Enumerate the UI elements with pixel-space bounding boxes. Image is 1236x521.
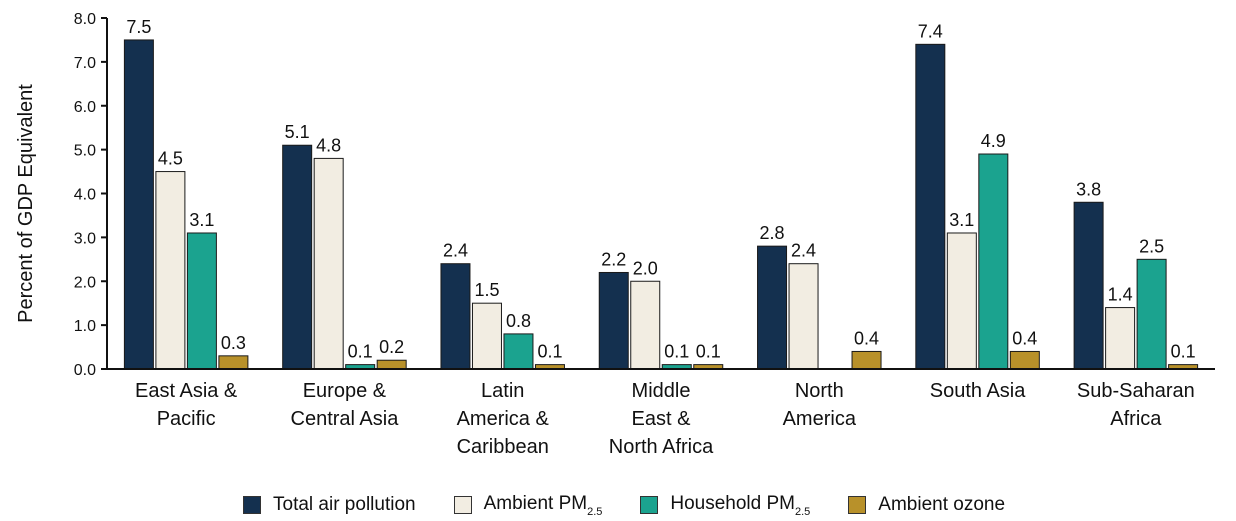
y-tick-label: 0.0 <box>74 362 96 379</box>
x-tick-label: Caribbean <box>457 436 549 458</box>
x-tick-label: Africa <box>1110 408 1162 430</box>
bar <box>218 355 249 370</box>
data-label: 4.8 <box>316 135 341 155</box>
y-axis-label: Percent of GDP Equivalent <box>15 84 37 323</box>
bar <box>282 144 313 370</box>
bar <box>757 245 788 370</box>
data-label: 2.2 <box>601 249 626 269</box>
bar <box>503 333 534 370</box>
y-tick-label: 1.0 <box>74 318 96 335</box>
x-tick-label: North Africa <box>609 436 714 458</box>
bar <box>630 280 661 370</box>
data-label: 0.1 <box>664 342 689 362</box>
data-label: 0.4 <box>854 328 879 348</box>
legend-swatch <box>848 496 867 514</box>
legend-item: Ambient ozone <box>848 494 1005 516</box>
y-tick-label: 3.0 <box>74 230 96 247</box>
x-tick-label: America <box>783 408 857 430</box>
legend-item: Household PM2.5 <box>640 493 810 518</box>
legend-item: Ambient PM2.5 <box>453 492 603 518</box>
x-tick-label: Latin <box>481 380 524 402</box>
legend-swatch <box>243 496 261 514</box>
data-label: 4.9 <box>981 131 1006 151</box>
y-tick-label: 6.0 <box>74 99 96 116</box>
y-tick-label: 7.0 <box>74 55 96 72</box>
bar <box>313 157 344 370</box>
data-label: 2.5 <box>1139 236 1164 256</box>
data-label: 7.5 <box>126 17 151 37</box>
legend-label: Total air pollution <box>273 494 416 515</box>
data-label: 2.4 <box>443 241 468 261</box>
x-tick-label: East & <box>632 408 692 430</box>
bar <box>978 153 1009 370</box>
data-label: 0.1 <box>537 342 562 362</box>
legend-item: Total air pollution <box>243 494 416 516</box>
data-label: 3.1 <box>949 210 974 230</box>
bar <box>946 232 977 370</box>
chart-legend: Total air pollution Ambient PM2.5 Househol… <box>243 492 1043 518</box>
data-label: 1.5 <box>474 280 499 300</box>
legend-swatch <box>453 496 472 514</box>
bar <box>915 43 946 370</box>
data-label: 5.1 <box>285 122 310 142</box>
data-label: 7.4 <box>918 21 943 41</box>
bar <box>1105 307 1136 370</box>
bar <box>598 271 629 370</box>
data-label: 3.8 <box>1076 179 1101 199</box>
y-tick-label: 4.0 <box>74 187 96 204</box>
x-tick-label: Middle <box>632 380 691 402</box>
x-tick-label: America & <box>457 408 550 430</box>
x-tick-label: Europe & <box>303 380 387 402</box>
data-label: 2.4 <box>791 241 816 261</box>
data-label: 0.4 <box>1012 328 1037 348</box>
bar <box>851 350 882 370</box>
x-tick-label: Sub-Saharan <box>1077 380 1195 402</box>
bar <box>123 39 154 370</box>
legend-label: Household PM2.5 <box>670 492 811 518</box>
bar <box>440 263 471 370</box>
y-tick-label: 8.0 <box>74 11 96 28</box>
data-label: 2.8 <box>760 223 785 243</box>
x-tick-label: Central Asia <box>291 408 400 430</box>
legend-label: Ambient PM2.5 <box>483 492 603 518</box>
data-label: 4.5 <box>158 149 183 169</box>
x-tick-label: South Asia <box>930 380 1027 402</box>
x-tick-label: Pacific <box>157 408 216 430</box>
x-tick-label: East Asia & <box>135 380 238 402</box>
bar <box>376 359 407 370</box>
data-label: 2.0 <box>633 258 658 278</box>
x-tick-label: North <box>795 380 844 402</box>
legend-swatch <box>640 496 659 514</box>
bar <box>155 171 186 370</box>
bar <box>788 263 819 370</box>
y-tick-label: 5.0 <box>74 143 96 160</box>
bar <box>1136 258 1167 370</box>
data-label: 0.1 <box>348 342 373 362</box>
data-label: 0.3 <box>221 333 246 353</box>
bar <box>186 232 217 370</box>
bar <box>1073 201 1104 370</box>
data-label: 3.1 <box>189 210 214 230</box>
data-label: 0.8 <box>506 311 531 331</box>
data-label: 1.4 <box>1108 285 1133 305</box>
data-label: 0.2 <box>379 337 404 357</box>
legend-label: Ambient ozone <box>878 494 1006 515</box>
y-tick-label: 2.0 <box>74 274 96 291</box>
data-label: 0.1 <box>696 342 721 362</box>
data-label: 0.1 <box>1171 342 1196 362</box>
bar <box>1009 350 1040 370</box>
bar <box>471 302 502 370</box>
